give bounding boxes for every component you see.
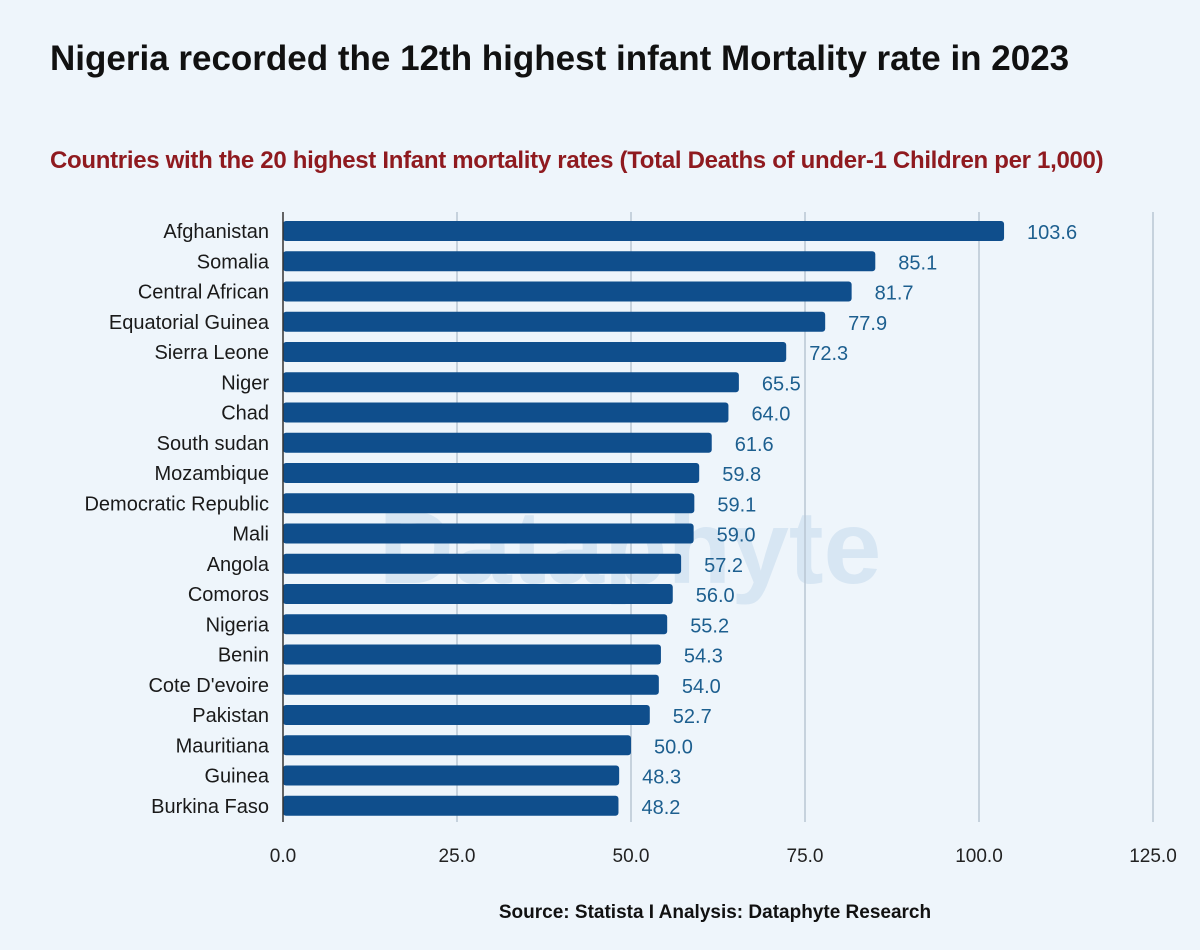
bar [283,765,620,786]
category-label: Mozambique [154,463,269,485]
bar [283,251,876,272]
bar [283,463,700,483]
category-label: Mauritiana [176,735,270,757]
chart-subtitle: Countries with the 20 highest Infant mor… [50,147,1104,174]
bar [283,584,673,604]
category-label: Equatorial Guinea [109,312,270,334]
data-label: 59.1 [717,494,756,516]
data-label: 56.0 [696,585,735,607]
category-label: Guinea [205,766,270,788]
category-label: Central African [138,282,269,304]
category-label: Chad [221,403,269,425]
bar [283,795,619,816]
data-label: 52.7 [673,706,712,728]
data-label: 72.3 [809,343,848,365]
bar [283,342,787,362]
bars [283,221,1005,816]
x-tick-label: 125.0 [1129,846,1177,867]
bar [283,311,826,332]
category-label: Nigeria [206,614,270,636]
bar [283,735,631,756]
data-label: 54.3 [684,646,723,668]
data-label: 85.1 [898,252,937,274]
bar [283,674,659,695]
category-label: Benin [218,645,269,667]
value-labels: 103.6 85.1 81.7 77.972.3 65.5 64.0 61.6 59.8 59.… [641,222,1077,819]
bar [283,553,682,574]
category-labels: Afghanistan Somalia Central African Equator… [84,221,269,818]
data-label: 50.0 [654,736,693,758]
data-label: 77.9 [848,313,887,335]
category-label: Burkina Faso [151,796,269,818]
bar [283,372,739,393]
x-tick-label: 100.0 [955,846,1003,867]
x-tick-label: 50.0 [613,846,650,867]
category-label: South sudan [157,433,269,455]
category-label: Angola [207,554,270,576]
bar [283,705,650,725]
category-label: Mali [232,524,269,546]
bar [283,644,661,665]
x-tick-label: 0.0 [270,846,296,867]
data-label: 48.3 [642,767,681,789]
category-label: Pakistan [192,705,269,727]
data-label: 64.0 [751,404,790,426]
category-label: Afghanistan [163,221,269,243]
bar [283,523,694,544]
x-tick-label: 75.0 [787,846,824,867]
category-label: Comoros [188,584,269,606]
bar [283,493,695,514]
bar [283,281,852,302]
data-label: 59.8 [722,464,761,486]
category-label: Somalia [197,251,270,273]
bar [283,221,1005,241]
source-note: Source: Statista I Analysis: Dataphyte R… [498,902,932,923]
chart-title: Nigeria recorded the 12th highest infant… [50,39,1070,78]
data-label: 54.0 [682,676,721,698]
data-label: 59.0 [717,525,756,547]
x-axis-ticks: 0.0 25.0 50.0 75.0 100.0 125.0 [270,846,1177,867]
data-label: 81.7 [875,283,914,305]
category-label: Sierra Leone [154,342,269,364]
x-tick-label: 25.0 [439,846,476,867]
data-label: 55.2 [690,615,729,637]
data-label: 103.6 [1027,222,1077,244]
category-label: Cote D'evoire [148,675,269,697]
data-label: 57.2 [704,555,743,577]
bar [283,402,729,423]
data-label: 61.6 [735,434,774,456]
bar [283,614,668,635]
data-label: 65.5 [762,373,801,395]
category-label: Democratic Republic [84,493,269,515]
data-label: 48.2 [641,797,680,819]
bar [283,432,712,453]
category-label: Niger [221,372,269,394]
